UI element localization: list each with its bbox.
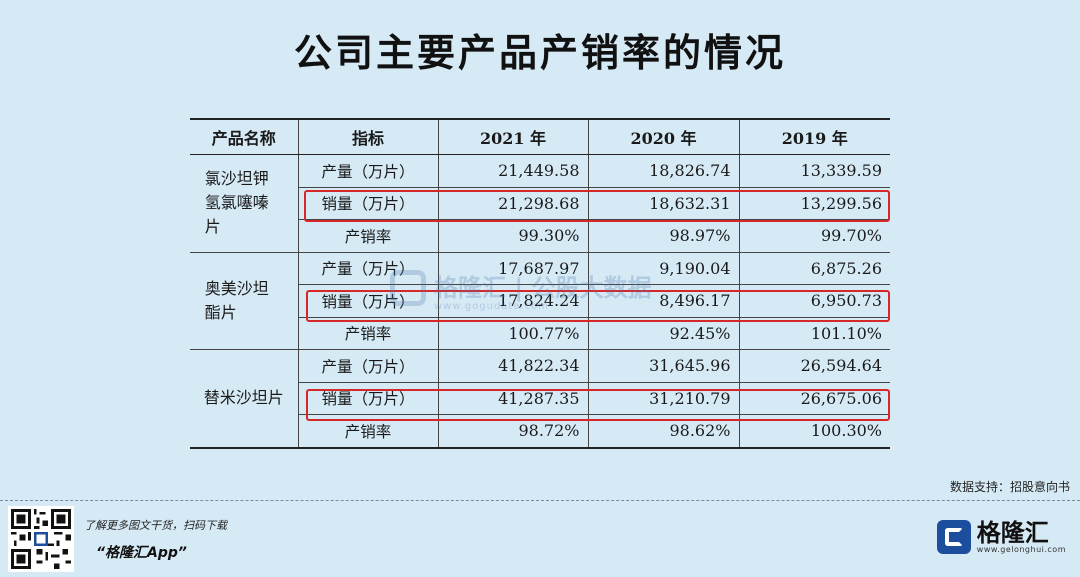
header-2019: 2019 年	[738, 118, 890, 155]
table-row: 氯沙坦钾氢氯噻嗪片 产量（万片） 21,449.58 18,826.74 13,…	[190, 154, 890, 253]
value-cell: 21,449.58	[437, 154, 589, 188]
value-cell: 31,645.96	[587, 349, 740, 383]
product-name: 氯沙坦钾氢氯噻嗪片	[190, 154, 299, 253]
value-cell: 26,594.64	[738, 349, 890, 383]
app-name: “格隆汇App”	[96, 545, 187, 561]
value-cell: 21,298.68	[437, 186, 589, 220]
value-cell: 92.45%	[587, 316, 740, 350]
indicator-cell: 产销率	[298, 414, 439, 448]
value-cell: 18,826.74	[587, 154, 740, 188]
value-cell: 26,675.06	[738, 381, 890, 415]
value-cell: 99.70%	[738, 219, 890, 253]
value-cell: 101.10%	[738, 316, 890, 350]
table-row: 产销率 99.30% 98.97% 99.70%	[190, 219, 890, 253]
footer-divider	[0, 500, 1080, 501]
value-cell: 18,632.31	[587, 186, 740, 220]
value-cell: 13,339.59	[738, 154, 890, 188]
value-cell: 17,824.24	[437, 284, 589, 318]
header-2020: 2020 年	[587, 118, 740, 155]
value-cell: 100.30%	[738, 414, 890, 448]
value-cell: 98.97%	[587, 219, 740, 253]
product-name-text: 替米沙坦片	[203, 388, 284, 408]
header-indicator: 指标	[297, 118, 439, 155]
value-cell: 6,950.73	[738, 284, 890, 318]
indicator-cell: 销量（万片）	[298, 186, 439, 220]
brand-logo: 格隆汇 www.gelonghui.com	[936, 518, 1066, 554]
value-cell: 31,210.79	[587, 381, 740, 415]
indicator-cell: 销量（万片）	[298, 284, 439, 318]
table-row: 销量（万片） 17,824.24 8,496.17 6,950.73	[190, 284, 890, 318]
page-title: 公司主要产品产销率的情况	[293, 31, 786, 75]
value-cell: 6,875.26	[738, 251, 890, 285]
qr-code-icon	[8, 506, 74, 572]
value-cell: 13,299.56	[738, 186, 890, 220]
header-2021: 2021 年	[437, 118, 589, 155]
indicator-cell: 产量（万片）	[297, 349, 439, 383]
product-name-text: 氯沙坦钾氢氯噻嗪片	[204, 169, 269, 237]
product-name-text: 奥美沙坦酯片	[204, 278, 269, 322]
value-cell: 100.77%	[437, 316, 589, 350]
brand-icon	[936, 520, 971, 554]
value-cell: 41,822.34	[437, 349, 589, 383]
value-cell: 98.62%	[587, 414, 740, 448]
production-sales-table: 产品名称 指标 2021 年 2020 年 2019 年 氯沙坦钾氢氯噻嗪片 产…	[190, 118, 890, 449]
table-row: 替米沙坦片 产量（万片） 41,822.34 31,645.96 26,594.…	[190, 349, 890, 448]
value-cell: 8,496.17	[587, 284, 740, 318]
table-row: 奥美沙坦酯片 产量（万片） 17,687.97 9,190.04 6,875.2…	[190, 251, 890, 350]
value-cell: 99.30%	[437, 219, 589, 253]
header-product: 产品名称	[190, 118, 299, 155]
value-cell: 98.72%	[437, 414, 589, 448]
table-row: 销量（万片） 41,287.35 31,210.79 26,675.06	[190, 381, 890, 415]
indicator-cell: 产销率	[298, 219, 439, 253]
brand-name: 格隆汇	[976, 518, 1049, 547]
product-name: 奥美沙坦酯片	[190, 251, 299, 350]
value-cell: 9,190.04	[587, 251, 740, 285]
value-cell: 41,287.35	[437, 381, 589, 415]
value-cell: 17,687.97	[437, 251, 589, 285]
indicator-cell: 销量（万片）	[298, 381, 439, 415]
promo-line: 了解更多图文干货，扫码下载	[84, 519, 227, 532]
table-header-row: 产品名称 指标 2021 年 2020 年 2019 年	[190, 118, 890, 155]
product-name: 替米沙坦片	[190, 349, 299, 448]
table-row: 产销率 100.77% 92.45% 101.10%	[190, 316, 890, 350]
data-source: 数据支持：招股意向书	[949, 480, 1070, 494]
brand-sub: www.gelonghui.com	[976, 544, 1066, 554]
watermark-logo-icon	[390, 270, 426, 306]
indicator-cell: 产销率	[298, 316, 439, 350]
indicator-cell: 产量（万片）	[297, 154, 439, 188]
